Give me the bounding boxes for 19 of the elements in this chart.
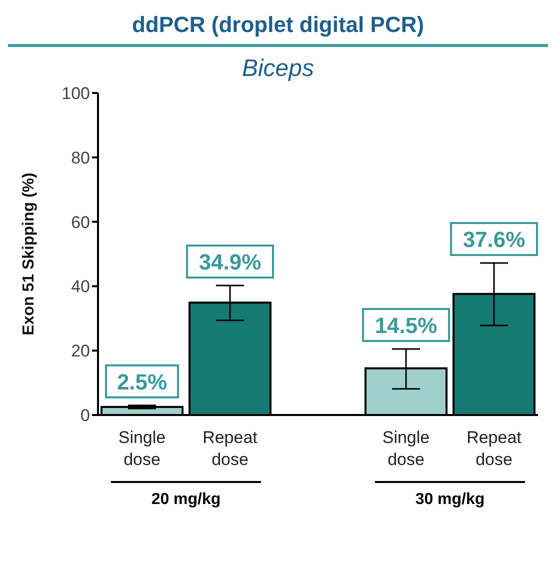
- data-label: 34.9%: [198, 250, 262, 275]
- y-tick-label: 40: [71, 277, 90, 296]
- text: 30 mg/kg: [414, 491, 486, 509]
- x-tick-label: Single dose: [118, 428, 166, 469]
- chart-subtitle: Biceps: [240, 55, 316, 83]
- chart-title: ddPCR (droplet digital PCR): [130, 11, 426, 38]
- data-label: 2.5%: [116, 369, 168, 394]
- text: 20 mg/kg: [150, 491, 222, 509]
- y-tick-label: 80: [71, 148, 90, 168]
- x-tick-label: Single dose: [382, 428, 430, 469]
- y-tick-label: 0: [80, 406, 90, 426]
- y-tick-label: 60: [71, 212, 90, 232]
- y-tick-label: 20: [71, 342, 90, 361]
- y-axis-title: Exon 51 Skipping (%): [20, 172, 38, 336]
- y-tick-label: 100: [62, 84, 90, 104]
- x-tick-label: Repeat dose: [466, 428, 522, 469]
- x-tick-label: Repeat dose: [202, 428, 258, 469]
- data-label: 14.5%: [374, 312, 438, 338]
- data-label: 37.6%: [462, 227, 526, 252]
